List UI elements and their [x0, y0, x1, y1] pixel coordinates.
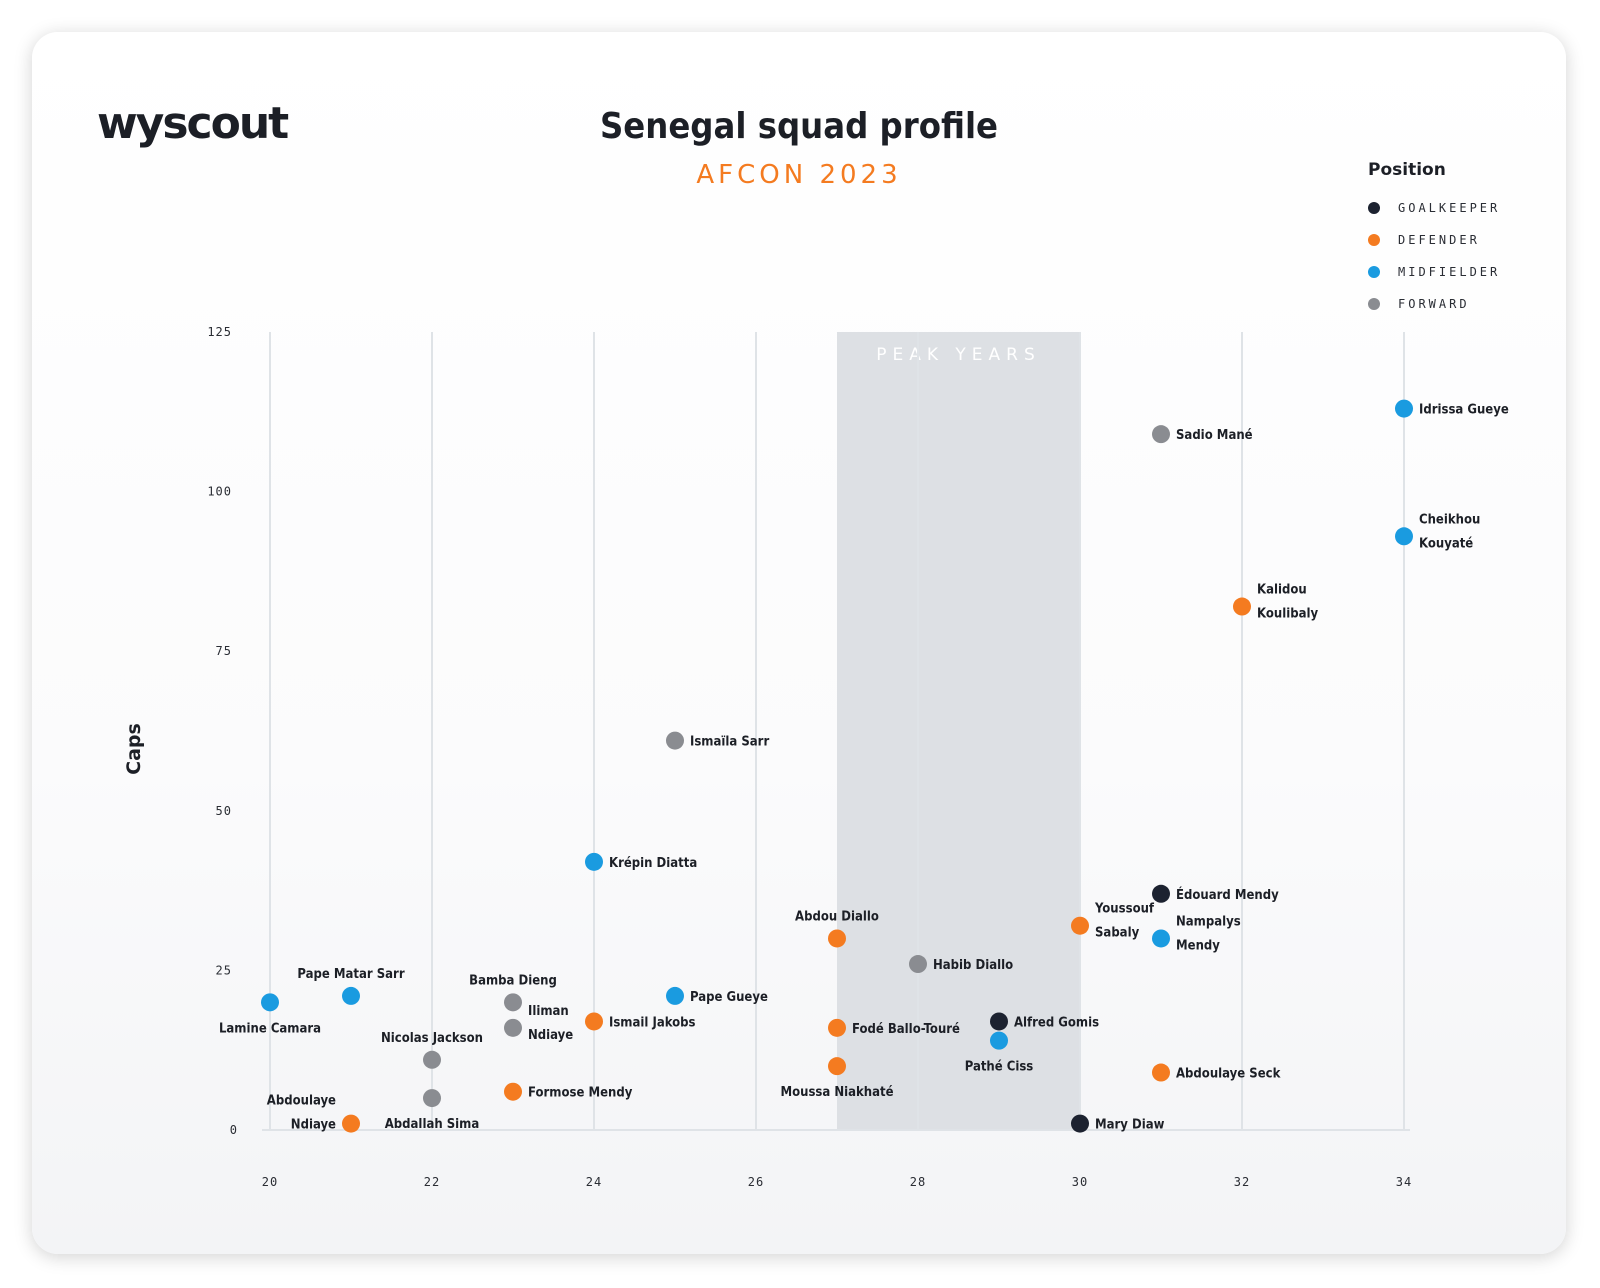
legend-label-forward: FORWARD	[1398, 297, 1470, 311]
data-point	[1152, 929, 1170, 948]
x-tick-label: 24	[586, 1175, 602, 1189]
point-label: Idrissa Gueye	[1419, 403, 1509, 418]
point-label: Pape Matar Sarr	[297, 967, 404, 982]
y-tick-label: 0	[230, 1123, 238, 1137]
wyscout-logo: wyscout	[97, 98, 289, 149]
point-label: Bamba Dieng	[469, 973, 557, 988]
x-tick-label: 32	[1234, 1175, 1250, 1189]
x-tick-label: 20	[262, 1175, 278, 1189]
legend-dot-midfielder	[1368, 266, 1380, 278]
peak-years-label: PEAK YEARS	[876, 345, 1041, 365]
chart-subtitle: AFCON 2023	[696, 160, 902, 190]
data-point	[261, 993, 279, 1012]
data-point	[666, 986, 684, 1005]
legend-dot-forward	[1368, 298, 1380, 310]
data-point	[990, 1012, 1008, 1031]
data-point	[1395, 527, 1413, 546]
point-label: Formose Mendy	[528, 1086, 633, 1101]
data-point	[1071, 1114, 1089, 1133]
x-tick-label: 22	[424, 1175, 440, 1189]
point-label: Lamine Camara	[219, 1021, 321, 1036]
point-label: Ismaïla Sarr	[690, 735, 769, 750]
data-point	[990, 1031, 1008, 1050]
data-point	[828, 929, 846, 948]
point-label: Pathé Ciss	[965, 1060, 1034, 1075]
data-point	[1152, 884, 1170, 903]
point-label: Édouard Mendy	[1176, 887, 1279, 903]
point-label: Moussa Niakhaté	[780, 1085, 893, 1100]
point-label: Alfred Gomis	[1014, 1015, 1099, 1030]
point-label: Iliman	[528, 1004, 569, 1019]
point-label: Nicolas Jackson	[381, 1031, 483, 1046]
point-label: Koulibaly	[1257, 607, 1318, 622]
data-point	[342, 986, 360, 1005]
y-tick-label: 125	[207, 325, 232, 339]
data-point	[585, 852, 603, 871]
y-tick-label: 25	[216, 963, 232, 977]
x-tick-label: 30	[1072, 1175, 1088, 1189]
data-point	[423, 1089, 441, 1108]
point-label: Kalidou	[1257, 583, 1307, 598]
data-point	[1395, 399, 1413, 418]
point-label: Mary Diaw	[1095, 1118, 1165, 1133]
data-point	[504, 1018, 522, 1037]
legend-label-defender: DEFENDER	[1398, 233, 1480, 247]
point-label: Abdoulaye Seck	[1176, 1067, 1281, 1082]
legend-item-midfielder: MIDFIELDER	[1368, 256, 1500, 288]
data-point	[1152, 1063, 1170, 1082]
data-point	[585, 1012, 603, 1031]
data-point	[1152, 425, 1170, 444]
x-tick-label: 34	[1396, 1175, 1412, 1189]
legend-item-forward: FORWARD	[1368, 288, 1500, 320]
data-point	[342, 1114, 360, 1133]
point-label: Abdoulaye	[267, 1094, 336, 1109]
point-label: Sabaly	[1095, 926, 1140, 941]
y-tick-label: 50	[216, 804, 232, 818]
data-point	[423, 1050, 441, 1069]
legend-label-midfielder: MIDFIELDER	[1398, 265, 1501, 279]
legend-label-goalkeeper: GOALKEEPER	[1398, 201, 1501, 215]
point-label: Pape Gueye	[690, 990, 768, 1005]
point-label: Mendy	[1176, 938, 1220, 953]
point-label: Ndiaye	[291, 1118, 336, 1133]
legend-dot-goalkeeper	[1368, 202, 1380, 214]
point-label: Abdallah Sima	[385, 1117, 480, 1132]
point-label: Abdou Diallo	[795, 909, 879, 924]
point-label: Krépin Diatta	[609, 856, 697, 871]
chart-title: Senegal squad profile	[599, 106, 999, 147]
legend: Position GOALKEEPER DEFENDER MIDFIELDER …	[1368, 160, 1500, 320]
chart-card: wyscout Senegal squad profile AFCON 2023…	[32, 32, 1566, 1254]
data-point	[1071, 916, 1089, 935]
y-tick-label: 75	[216, 644, 232, 658]
point-label: Habib Diallo	[933, 958, 1013, 973]
data-point	[666, 731, 684, 750]
legend-dot-defender	[1368, 234, 1380, 246]
point-label: Fodé Ballo-Touré	[852, 1022, 960, 1037]
x-tick-label: 28	[910, 1175, 926, 1189]
data-point	[909, 955, 927, 974]
x-tick-label: 26	[748, 1175, 764, 1189]
data-point	[1233, 597, 1251, 616]
legend-item-goalkeeper: GOALKEEPER	[1368, 192, 1500, 224]
point-label: Nampalys	[1176, 914, 1241, 929]
y-tick-label: 100	[207, 485, 232, 499]
peak-years-band	[837, 332, 1080, 1130]
legend-title: Position	[1368, 160, 1446, 180]
point-label: Youssouf	[1094, 902, 1155, 917]
data-point	[504, 1082, 522, 1101]
legend-item-defender: DEFENDER	[1368, 224, 1500, 256]
point-label: Sadio Mané	[1176, 428, 1253, 443]
data-point	[828, 1057, 846, 1076]
point-label: Kouyaté	[1419, 536, 1473, 551]
data-point	[504, 993, 522, 1012]
data-point	[828, 1018, 846, 1037]
point-label: Ndiaye	[528, 1028, 573, 1043]
point-label: Ismail Jakobs	[609, 1015, 696, 1030]
point-label: Cheikhou	[1419, 512, 1480, 527]
